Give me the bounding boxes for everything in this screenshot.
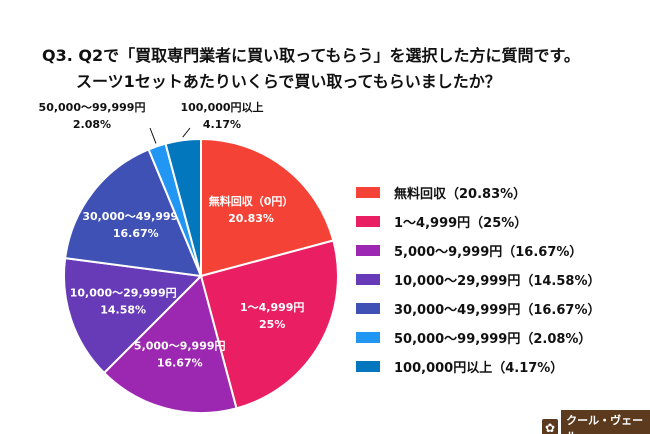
- pie-slice: [64, 148, 203, 278]
- slice-category-label: 100,000円以上: [180, 100, 263, 114]
- chart-subtitle: スーツ1セットあたりいくらで買い取ってもらいましたか？: [76, 72, 501, 91]
- legend-label: 1～4,999円（25%）: [394, 216, 528, 231]
- legend-item: 50,000～99,999円（2.08%）: [356, 323, 600, 352]
- legend-swatch: [356, 245, 380, 256]
- legend-item: 10,000～29,999円（14.58%）: [356, 265, 600, 294]
- legend-swatch: [356, 187, 380, 198]
- slice-category-label: 30,000～49,999円: [82, 210, 189, 223]
- legend-label: 5,000～9,999円（16.67%）: [394, 245, 583, 260]
- slice-category-label: 1～4,999円: [240, 301, 304, 314]
- legend-label: 10,000～29,999円（14.58%）: [394, 274, 601, 289]
- legend-swatch: [356, 274, 380, 285]
- brand-logo-icon: ✿: [542, 419, 559, 434]
- leader-line: [149, 127, 157, 144]
- slice-percent-label: 14.58%: [100, 303, 146, 316]
- legend-label: 30,000～49,999円（16.67%）: [394, 303, 601, 318]
- leader-line: [182, 127, 191, 138]
- brand-logo: ✿ クール・ヴェール: [542, 410, 650, 434]
- pie-slice: [102, 274, 238, 414]
- legend-item: 30,000～49,999円（16.67%）: [356, 294, 600, 323]
- legend-item: 無料回収（20.83%）: [356, 178, 600, 207]
- slice-percent-label: 25%: [259, 318, 285, 331]
- legend-label: 無料回収（20.83%）: [394, 187, 527, 202]
- slice-category-label: 10,000～29,999円: [70, 286, 177, 299]
- legend-swatch: [356, 303, 380, 314]
- slice-category-label: 無料回収（0円）: [209, 194, 294, 208]
- legend-item: 5,000～9,999円（16.67%）: [356, 236, 600, 265]
- legend-swatch: [356, 332, 380, 343]
- pie-slice: [63, 257, 204, 375]
- legend: 無料回収（20.83%） 1～4,999円（25%） 5,000～9,999円（16…: [356, 178, 600, 381]
- slice-category-label: 50,000～99,999円: [39, 101, 146, 114]
- slice-percent-label: 20.83%: [228, 212, 274, 225]
- slice-category-label: 5,000～9,999円: [134, 339, 226, 352]
- legend-swatch: [356, 216, 380, 227]
- legend-item: 100,000円以上（4.17%）: [356, 352, 600, 381]
- legend-label: 50,000～99,999円（2.08%）: [394, 332, 592, 347]
- slice-percent-label: 4.17%: [203, 118, 241, 131]
- slice-percent-label: 16.67%: [157, 356, 203, 369]
- slice-percent-label: 16.67%: [113, 227, 159, 240]
- legend-swatch: [356, 361, 380, 372]
- slice-percent-label: 2.08%: [73, 118, 111, 131]
- pie-slice: [200, 137, 335, 278]
- chart-title: Q3. Q2で「買取専門業者に買い取ってもらう」を選択した方に質問です。: [42, 46, 580, 65]
- legend-item: 1～4,999円（25%）: [356, 207, 600, 236]
- pie-slice: [199, 239, 339, 410]
- brand-name: クール・ヴェール: [561, 410, 650, 434]
- pie-slice: [164, 137, 202, 277]
- legend-label: 100,000円以上（4.17%）: [394, 361, 564, 376]
